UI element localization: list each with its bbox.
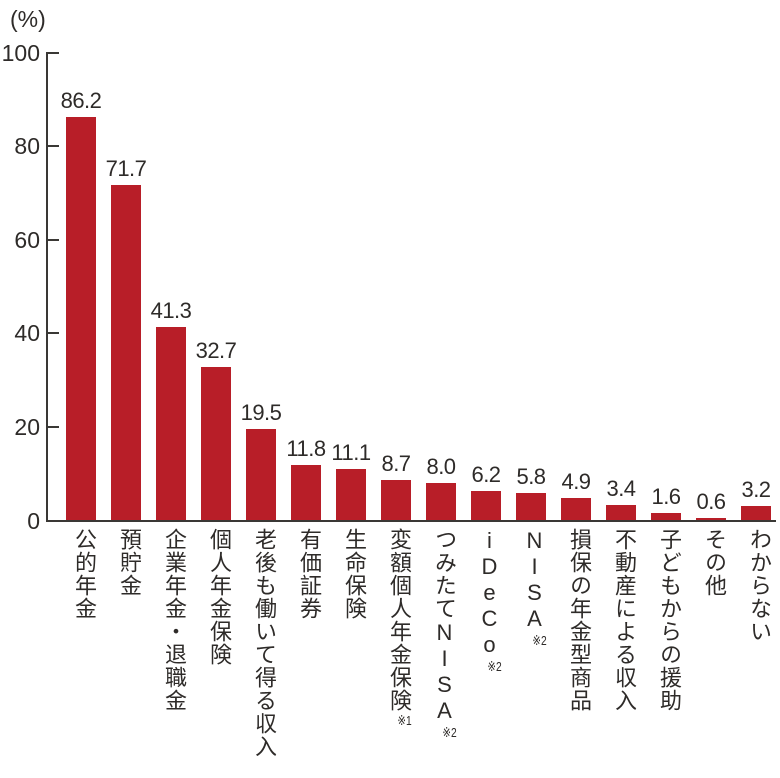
bar-value-label: 86.2: [60, 88, 102, 114]
bar: [156, 327, 186, 521]
category-label: 子どもからの援助: [657, 528, 682, 712]
y-tick: [48, 425, 59, 428]
bar-value-label: 5.8: [516, 464, 546, 490]
bar-value-label: 8.7: [381, 450, 411, 476]
bar: [201, 367, 231, 521]
y-tick: [48, 145, 59, 148]
bar: [291, 465, 321, 521]
bar-value-label: 6.2: [471, 462, 501, 488]
y-axis-line: [46, 52, 48, 522]
category-label: 損保の年金型商品: [567, 528, 592, 712]
category-label: 個人年金保険: [207, 528, 232, 666]
category-label: わからない: [747, 528, 772, 643]
bar: [66, 117, 96, 521]
bar-value-label: 41.3: [150, 298, 192, 324]
y-tick-label: 40: [14, 320, 40, 347]
bar: [606, 504, 636, 521]
bar-value-label: 11.8: [286, 436, 326, 462]
bar: [246, 429, 276, 521]
bar-value-label: 1.6: [651, 484, 681, 509]
category-note-marker: ※2: [532, 634, 547, 647]
y-tick-label: 80: [14, 133, 40, 160]
bar: [336, 468, 366, 521]
bar: [741, 505, 771, 521]
bar-value-label: 11.1: [331, 439, 371, 465]
category-label: 変額個人年金保険 ※1: [381, 528, 412, 727]
y-tick: [48, 51, 59, 54]
bar-value-label: 8.0: [426, 454, 456, 480]
category-label: 企業年金・退職金: [162, 528, 187, 712]
category-label: iDeCo ※2: [471, 528, 502, 673]
bar-value-label: 19.5: [240, 400, 282, 426]
bar-value-label: 0.6: [696, 488, 726, 514]
bar-value-label: 32.7: [195, 338, 237, 364]
category-label: 不動産による収入: [612, 528, 637, 712]
bar: [381, 479, 411, 521]
bar: [516, 493, 546, 521]
y-tick-label: 0: [27, 507, 40, 534]
y-tick: [48, 519, 59, 522]
category-label: NISA ※2: [516, 528, 547, 647]
bar: [426, 483, 456, 521]
bar: [651, 513, 681, 521]
category-label: つみたてNISA ※2: [426, 528, 457, 739]
category-note-marker: ※1: [397, 714, 412, 727]
y-tick-label: 100: [1, 39, 40, 66]
bar-value-label: 3.4: [606, 475, 636, 501]
category-note-marker: ※2: [487, 660, 502, 673]
bar-value-label: 71.7: [105, 155, 147, 181]
bar-value-label: 4.9: [561, 468, 591, 494]
category-label: 公的年金: [72, 528, 97, 620]
category-label: 有価証券: [297, 528, 322, 620]
bar-value-label: 3.2: [741, 476, 771, 502]
category-note-marker: ※2: [442, 726, 457, 739]
y-tick: [48, 238, 59, 241]
category-label: 生命保険: [342, 528, 367, 620]
category-label: その他: [702, 528, 727, 597]
y-axis-unit-label: (%): [10, 6, 46, 32]
y-tick: [48, 332, 59, 335]
y-tick-label: 60: [14, 226, 40, 253]
bar: [471, 491, 501, 521]
category-label: 老後も働いて得る収入: [252, 528, 277, 758]
bar: [111, 184, 141, 521]
category-label: 預貯金: [117, 528, 142, 597]
y-tick-label: 20: [14, 413, 40, 440]
bar: [561, 497, 591, 521]
x-axis-baseline: [46, 520, 776, 522]
bar: [696, 517, 726, 521]
